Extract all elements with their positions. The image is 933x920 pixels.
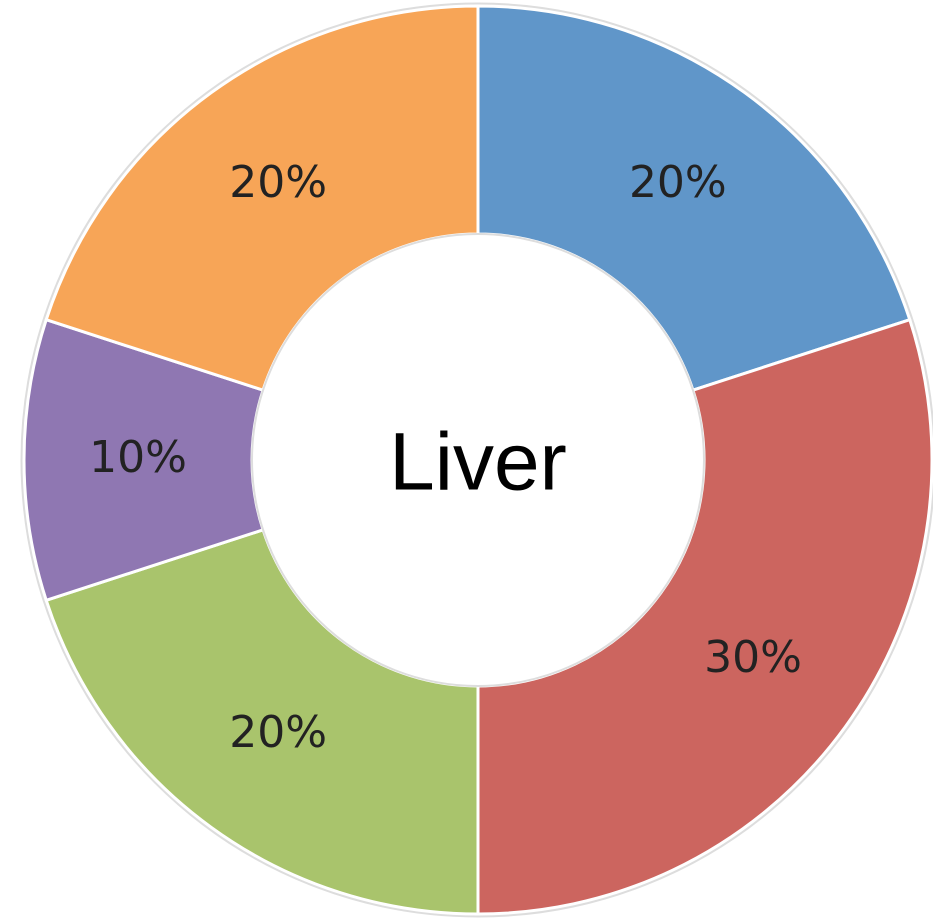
data-label: 20% xyxy=(629,157,727,208)
center-label: Liver xyxy=(389,417,567,508)
inner-ring-shadow xyxy=(251,233,705,687)
donut-segment xyxy=(476,317,933,916)
data-label: 10% xyxy=(89,432,187,483)
data-label: 20% xyxy=(229,157,327,208)
data-label: 30% xyxy=(704,632,802,683)
data-label: 20% xyxy=(229,707,327,758)
outer-ring-shadow xyxy=(20,2,933,918)
